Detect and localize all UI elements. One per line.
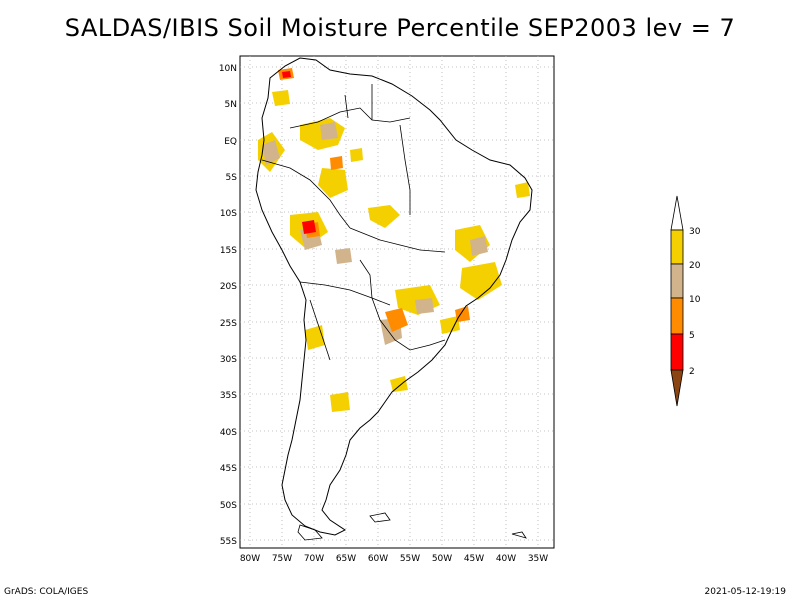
lat-label: EQ	[224, 137, 237, 147]
lat-label: 45S	[220, 464, 237, 474]
lat-label: 55S	[220, 537, 237, 547]
legend-triangle-above	[670, 195, 684, 231]
lon-label: 65W	[336, 554, 356, 564]
lat-label: 40S	[220, 428, 237, 438]
lat-label: 30S	[220, 355, 237, 365]
islands	[297, 512, 527, 541]
lon-label: 35W	[528, 554, 548, 564]
legend-label: 5	[689, 331, 695, 341]
lat-label: 20S	[220, 282, 237, 292]
lon-label: 70W	[304, 554, 324, 564]
country-borders	[261, 84, 446, 361]
lat-label: 35S	[220, 391, 237, 401]
legend-label: 10	[689, 295, 701, 305]
footer-timestamp: 2021-05-12-19:19	[704, 587, 787, 597]
lat-axis-labels: 10N 5N EQ 5S 10S 15S 20S 25S 30S 35S 40S…	[219, 64, 237, 547]
lat-label: 10N	[219, 64, 237, 74]
lon-label: 80W	[240, 554, 260, 564]
legend-box-10-20	[670, 263, 684, 299]
lat-label: 15S	[220, 246, 237, 256]
legend-box-2-5	[670, 333, 684, 371]
legend-triangle-below	[670, 369, 684, 407]
legend-label: 20	[689, 261, 701, 271]
legend-box-20-30	[670, 229, 684, 265]
lon-label: 75W	[272, 554, 292, 564]
colorbar-legend: 30 20 10 5 2	[670, 195, 701, 407]
map-title: SALDAS/IBIS Soil Moisture Percentile SEP…	[64, 14, 736, 42]
coastline-south-america	[255, 57, 533, 536]
legend-label: 30	[689, 227, 701, 237]
percentile-shading	[258, 68, 530, 412]
lon-label: 55W	[400, 554, 420, 564]
lon-label: 40W	[496, 554, 516, 564]
lat-label: 50S	[220, 501, 237, 511]
lat-label: 5N	[225, 100, 237, 110]
lon-label: 50W	[432, 554, 452, 564]
footer-credit: GrADS: COLA/IGES	[4, 587, 89, 597]
lon-label: 45W	[464, 554, 484, 564]
lat-label: 25S	[220, 319, 237, 329]
lon-label: 60W	[368, 554, 388, 564]
legend-label: 2	[689, 367, 695, 377]
legend-box-5-10	[670, 297, 684, 335]
lat-label: 5S	[226, 173, 238, 183]
lat-label: 10S	[220, 209, 237, 219]
lon-axis-labels: 80W 75W 70W 65W 60W 55W 50W 45W 40W 35W	[240, 554, 548, 564]
